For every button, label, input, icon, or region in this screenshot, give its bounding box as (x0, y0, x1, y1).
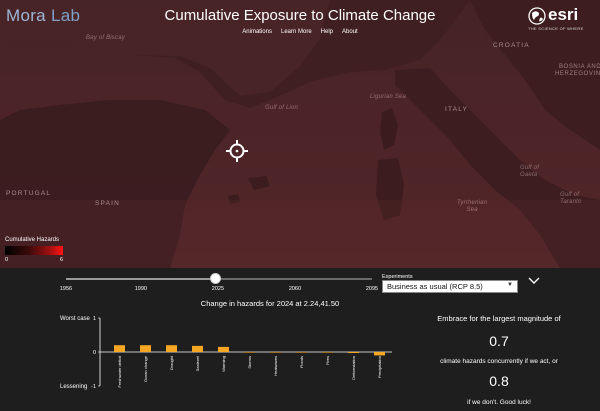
experiment-selected-value: Business as usual (RCP 8.5) (387, 282, 483, 291)
map-label-italy: ITALY (445, 106, 469, 113)
year-slider-thumb[interactable] (210, 273, 222, 284)
bar-heatwaves (270, 352, 281, 353)
map-label-spain: SPAIN (95, 200, 121, 207)
chevron-down-icon[interactable] (527, 276, 541, 286)
legend-max: 6 (59, 257, 63, 263)
map-label-ligurian-sea: Ligurian Sea (370, 94, 407, 100)
info-line-2: climate hazards concurrently if we act, … (440, 358, 558, 365)
globe-icon (528, 7, 546, 25)
y-tick-label: 1 (93, 316, 96, 322)
map-terrain (0, 0, 600, 268)
category-label: Drought (169, 355, 174, 370)
category-label: Floods (299, 356, 304, 368)
bar-storms (244, 352, 255, 353)
nav-animations[interactable]: Animations (242, 29, 272, 35)
bottom-panel: 1956 1990 2025 2060 2095 Experiments Busines… (0, 268, 600, 411)
category-label: Sealevel (195, 356, 200, 371)
year-tick-1990: 1990 (134, 286, 147, 292)
year-slider-fill (66, 278, 216, 280)
bar-warming (218, 346, 229, 352)
map-label-gulf-of-gaeta: Gulf of Gaeta (520, 165, 540, 178)
info-value-no-act: 0.8 (489, 373, 509, 389)
brand-name: Mora (6, 6, 51, 25)
bar-fires (322, 352, 333, 353)
change-title: Change in hazards for 2024 at 2.24,41.50 (200, 299, 340, 308)
page-title: Cumulative Exposure to Climate Change (164, 7, 436, 24)
bar-ocean-change (140, 345, 151, 352)
category-label: Heatwaves (273, 356, 278, 376)
crosshair-icon[interactable] (226, 140, 248, 162)
brand-name-lab: Lab (50, 6, 81, 25)
top-nav: Animations Learn More Help About (0, 29, 600, 35)
year-tick-2095: 2095 (365, 286, 379, 292)
nav-help[interactable]: Help (320, 29, 334, 35)
legend-title: Cumulative Hazards (5, 237, 60, 243)
dropdown-arrow-icon: ▼ (507, 282, 513, 288)
esri-tagline: THE SCIENCE OF WHERE (528, 26, 584, 31)
year-tick-1956: 1956 (59, 286, 73, 292)
info-line-3: if we don't. Good luck! (467, 399, 531, 406)
map-label-croatia: CROATIA (493, 42, 530, 49)
map-label-gulf-of-taranto: Gulf of Taranto (560, 192, 582, 205)
category-label: Storms (247, 356, 252, 369)
bar-floods (296, 352, 307, 353)
y-tick-label: -1 (91, 384, 96, 390)
category-label: Precipitation (377, 356, 382, 378)
info-panel: Embrace for the largest magnitude of 0.7… (398, 314, 600, 406)
y-tick-label: 0 (93, 350, 96, 356)
bar-deforestation (348, 352, 359, 354)
category-label: Freshwater deficit (117, 355, 122, 387)
bar-precipitation (374, 352, 385, 356)
hazard-change-chart: 1 0 -1 Worst case Lessening Freshwater defici… (0, 310, 395, 411)
esri-wordmark: esri (548, 5, 579, 24)
chart-top-label: Worst case (60, 316, 91, 322)
chart-bottom-label: Lessening (60, 384, 87, 390)
year-tick-2025: 2025 (211, 286, 225, 292)
category-label: Ocean change (143, 355, 148, 382)
map-label-bosnia: BOSNIA AND HERZEGOVINA (555, 64, 600, 77)
category-label: Fires (325, 356, 330, 365)
legend-min: 0 (5, 257, 9, 263)
brand-logo: Mora Lab (6, 6, 80, 26)
info-line-1: Embrace for the largest magnitude of (437, 314, 561, 323)
bar-drought (166, 345, 177, 352)
legend-color-ramp (5, 246, 63, 255)
category-label: Warming (221, 356, 226, 372)
bar-sealevel (192, 345, 203, 352)
experiments-label: Experiments (382, 274, 413, 280)
nav-about[interactable]: About (342, 29, 358, 35)
bar-freshwater-deficit (114, 345, 125, 352)
hazard-chart-svg: 1 0 -1 Worst case Lessening Freshwater defici… (60, 316, 392, 390)
info-value-act: 0.7 (489, 333, 509, 349)
experiment-select[interactable]: Business as usual (RCP 8.5) ▼ (382, 280, 518, 293)
year-tick-2060: 2060 (288, 286, 302, 292)
hazards-legend: Cumulative Hazards 0 6 (5, 237, 65, 263)
esri-logo: esri THE SCIENCE OF WHERE (528, 5, 594, 34)
map-label-portugal: PORTUGAL (6, 190, 52, 197)
nav-learn-more[interactable]: Learn More (280, 29, 312, 35)
map-label-gulf-of-lion: Gulf of Lion (265, 105, 299, 111)
category-label: Deforestation (351, 356, 356, 380)
map-label-bay-of-biscay: Bay of Biscay (86, 35, 125, 41)
map-view[interactable]: Bay of Biscay Gulf of Lion Ligurian Sea … (0, 0, 600, 268)
map-label-tyrrhenian-sea: Tyrrhenian Sea (457, 200, 488, 213)
